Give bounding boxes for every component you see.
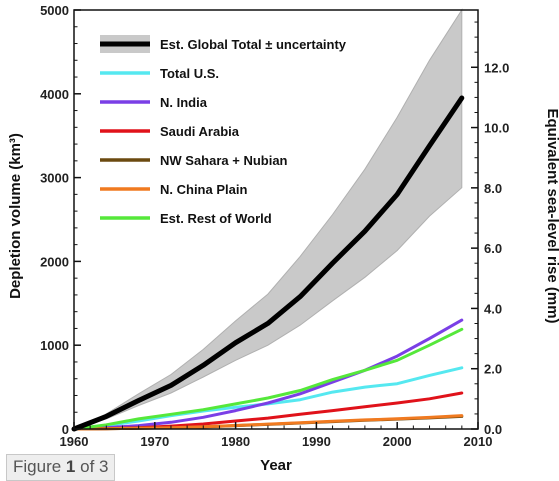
y-right-tick-label: 2.0 [484, 362, 502, 377]
y-right-tick-label: 0.0 [484, 422, 502, 437]
legend-label-0: Est. Global Total ± uncertainty [160, 37, 347, 52]
y-tick-label: 1000 [40, 338, 69, 353]
y-tick-label: 4000 [40, 87, 69, 102]
plot-frame [73, 9, 479, 430]
y-right-tick-label: 10.0 [484, 121, 509, 136]
y-tick-label: 2000 [40, 254, 69, 269]
figure-prefix: Figure [13, 457, 62, 476]
y-tick-label: 5000 [40, 3, 69, 18]
figure-counter-badge[interactable]: Figure 1 of 3 [6, 454, 116, 481]
figure-suffix: of 3 [80, 457, 109, 476]
x-tick-label: 2000 [383, 434, 412, 449]
series-lines [71, 95, 465, 432]
x-tick-label: 1970 [140, 434, 169, 449]
y-tick-label: 0 [62, 422, 69, 437]
figure-number: 1 [65, 457, 76, 476]
x-tick-label: 1960 [60, 434, 89, 449]
series-line-0 [71, 95, 465, 432]
legend: Est. Global Total ± uncertainty Total U.S… [100, 35, 347, 226]
y-right-tick-label: 12.0 [484, 60, 509, 75]
x-tick-label: 1980 [221, 434, 250, 449]
axes [73, 9, 479, 430]
legend-label-6: Est. Rest of World [160, 211, 272, 226]
y-right-tick-label: 6.0 [484, 241, 502, 256]
legend-label-4: NW Sahara + Nubian [160, 153, 288, 168]
y-axis-title-right: Equivalent sea-level rise (mm) [544, 108, 559, 323]
tick-labels: 1960 1970 1980 1990 2000 2010 0 1000 2000 3000 400… [40, 3, 509, 449]
y-right-tick-label: 4.0 [484, 301, 502, 316]
legend-label-1: Total U.S. [160, 66, 219, 81]
y-tick-label: 3000 [40, 171, 69, 186]
x-tick-label: 2010 [464, 434, 493, 449]
y-right-tick-label: 8.0 [484, 181, 502, 196]
series-line-6 [72, 327, 464, 431]
x-tick-label: 1990 [302, 434, 331, 449]
legend-label-5: N. China Plain [160, 182, 247, 197]
x-axis-title: Year [260, 457, 292, 474]
legend-label-3: Saudi Arabia [160, 124, 240, 139]
legend-label-2: N. India [160, 95, 208, 110]
y-axis-title-left: Depletion volume (km³) [7, 133, 24, 299]
